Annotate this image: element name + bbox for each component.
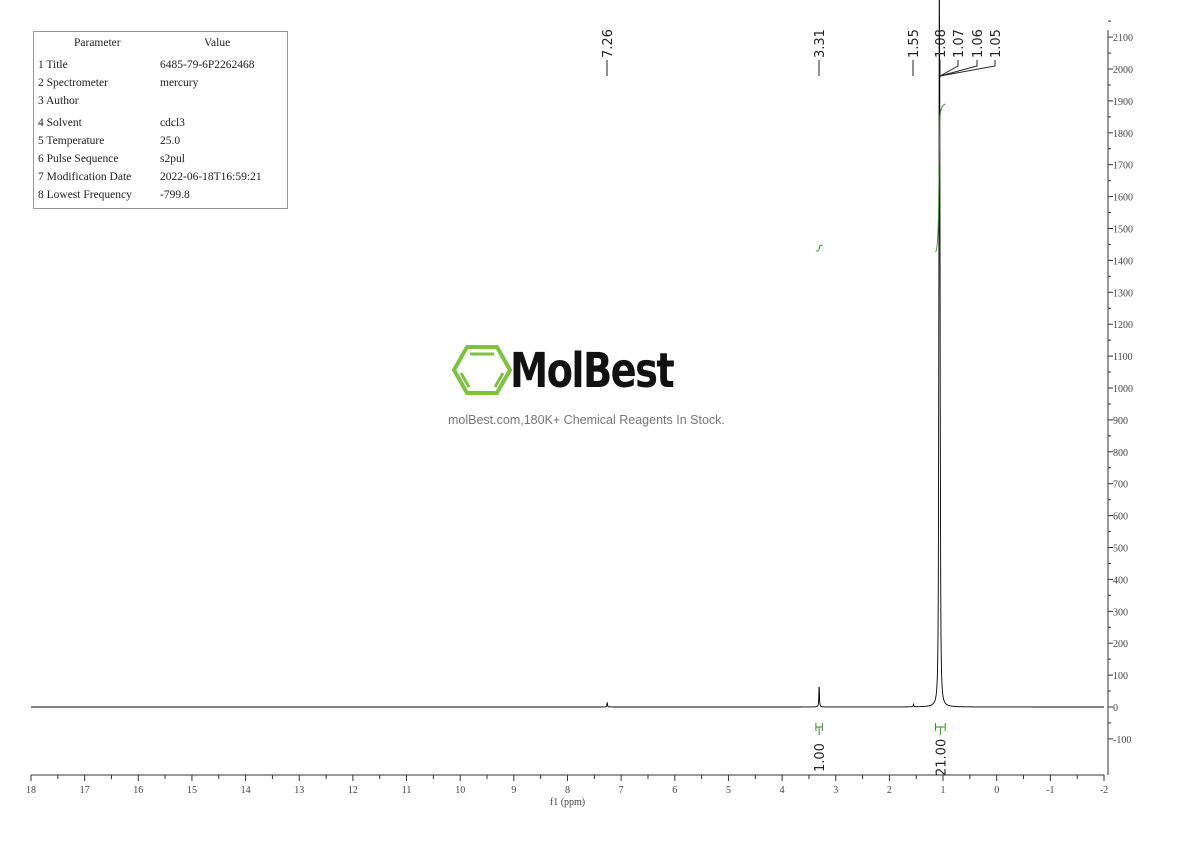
x-tick-label: 16 [133, 785, 143, 796]
watermark-brand: MolBest [510, 343, 675, 399]
x-tick-label: 0 [994, 785, 999, 796]
y-tick-label: 900 [1113, 416, 1128, 427]
table-row-label: 7 Modification Date [38, 171, 132, 183]
y-tick-label: 0 [1113, 703, 1118, 714]
y-tick-label: 800 [1113, 448, 1128, 459]
y-tick-label: 2100 [1113, 33, 1133, 44]
watermark-tagline: molBest.com,180K+ Chemical Reagents In S… [448, 413, 725, 427]
y-tick-label: 1400 [1113, 256, 1133, 267]
integral-value: 1.00 [813, 743, 828, 772]
integral-curve [815, 244, 823, 252]
x-tick-label: -2 [1100, 785, 1108, 796]
table-row-value: mercury [160, 77, 199, 89]
x-tick-label: -1 [1046, 785, 1054, 796]
y-tick-label: -100 [1113, 735, 1131, 746]
x-tick-label: 13 [294, 785, 304, 796]
y-tick-label: 1100 [1113, 352, 1133, 363]
y-tick-label: 1000 [1113, 384, 1133, 395]
y-tick-label: 500 [1113, 544, 1128, 555]
table-row-value: cdcl3 [160, 117, 185, 129]
peak-label: 1.08 [934, 29, 949, 58]
x-tick-label: 18 [26, 785, 36, 796]
y-tick-label: 400 [1113, 575, 1128, 586]
x-tick-label: 2 [887, 785, 892, 796]
x-tick-label: 10 [455, 785, 465, 796]
integral-value: 21.00 [934, 739, 949, 776]
x-tick-label: 14 [241, 785, 251, 796]
spectrum-line [31, 0, 1104, 708]
x-tick-label: 11 [402, 785, 412, 796]
peak-label: 1.07 [952, 29, 967, 58]
y-tick-label: 2000 [1113, 65, 1133, 76]
x-tick-label: 9 [511, 785, 516, 796]
peak-label: 1.55 [907, 29, 922, 58]
x-tick-label: 1 [941, 785, 946, 796]
table-row-label: 4 Solvent [38, 117, 82, 129]
peak-label: 1.06 [971, 29, 986, 58]
x-tick-label: 7 [619, 785, 624, 796]
parameter-table: Parameter Value 1 Title 6485-79-6P2262468… [33, 31, 288, 209]
x-tick-label: 4 [780, 785, 785, 796]
y-tick-label: 200 [1113, 639, 1128, 650]
x-tick-label: 6 [672, 785, 677, 796]
y-tick-label: 1800 [1113, 129, 1133, 140]
table-row-value: -799.8 [160, 189, 190, 201]
table-row-label: 3 Author [38, 95, 79, 107]
table-header-value: Value [204, 37, 231, 49]
x-axis-label: f1 (ppm) [550, 797, 585, 808]
integral-curve [935, 103, 946, 253]
peak-label-leader [939, 60, 996, 78]
table-row-label: 2 Spectrometer [38, 77, 108, 89]
y-tick-label: 100 [1113, 671, 1128, 682]
y-tick-label: 1500 [1113, 225, 1133, 236]
y-tick-label: 1200 [1113, 320, 1133, 331]
table-row-label: 5 Temperature [38, 135, 105, 147]
y-tick-label: 600 [1113, 512, 1128, 523]
x-tick-label: 3 [833, 785, 838, 796]
x-tick-label: 15 [187, 785, 197, 796]
table-row-label: 6 Pulse Sequence [38, 153, 119, 165]
x-tick-label: 8 [565, 785, 570, 796]
peak-label: 1.05 [989, 29, 1004, 58]
table-row-label: 1 Title [38, 59, 68, 71]
peak-label: 7.26 [601, 29, 616, 58]
benzene-logo-icon [452, 345, 512, 395]
table-header-parameter: Parameter [74, 37, 121, 49]
y-tick-label: 1700 [1113, 161, 1133, 172]
y-tick-label: 1900 [1113, 97, 1133, 108]
y-tick-label: 300 [1113, 607, 1128, 618]
table-row-label: 8 Lowest Frequency [38, 189, 132, 201]
table-row-value: 2022-06-18T16:59:21 [160, 171, 262, 183]
x-tick-label: 17 [80, 785, 90, 796]
x-tick-label: 12 [348, 785, 358, 796]
table-row-value: 25.0 [160, 135, 181, 147]
y-tick-label: 1300 [1113, 288, 1133, 299]
x-tick-label: 5 [726, 785, 731, 796]
table-row-value: s2pul [160, 153, 185, 165]
peak-label: 3.31 [813, 29, 828, 58]
table-row-value: 6485-79-6P2262468 [160, 59, 255, 71]
y-tick-label: 1600 [1113, 193, 1133, 204]
y-tick-label: 700 [1113, 480, 1128, 491]
